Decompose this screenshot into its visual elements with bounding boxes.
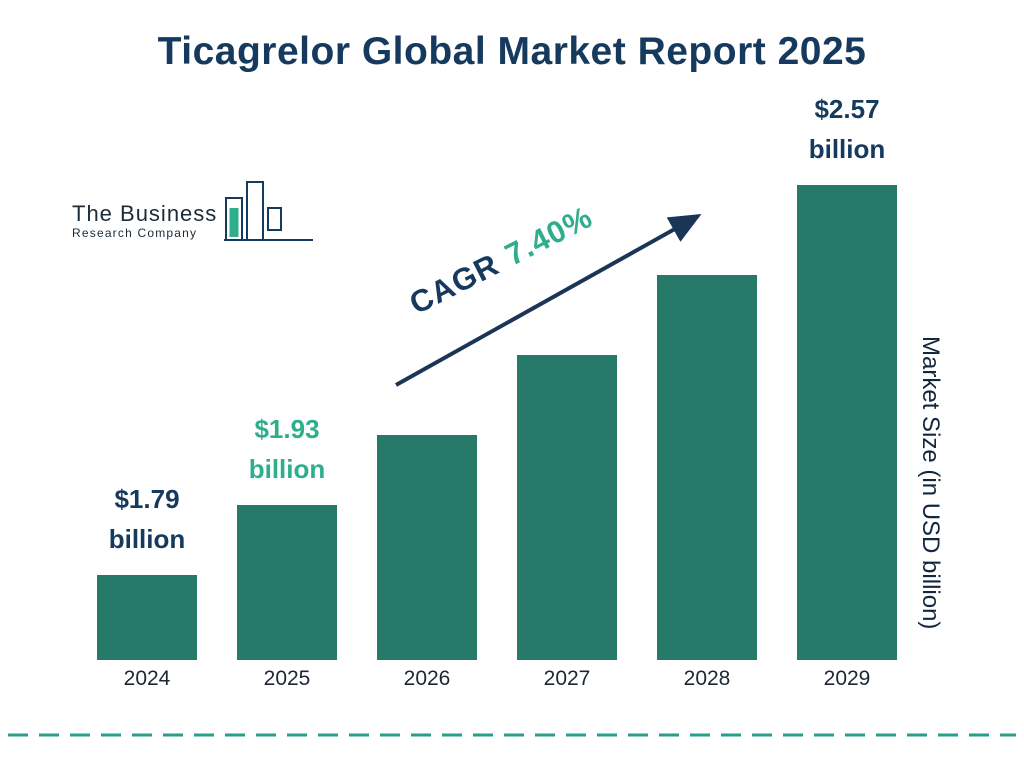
bar-column-2025: $1.93 billion <box>237 414 337 660</box>
page-title: Ticagrelor Global Market Report 2025 <box>157 30 867 73</box>
logo-text: The Business Research Company <box>72 202 217 244</box>
x-axis-label-2025: 2025 <box>263 667 311 690</box>
bar-value-label-2025: $1.93 billion <box>248 414 326 484</box>
bar-chart: $1.79 billion $1.93 billion $2.57 billion <box>97 94 897 660</box>
bar-column-2028 <box>657 275 757 660</box>
bar-2024 <box>97 575 197 660</box>
logo-subname: Research Company <box>72 226 198 240</box>
bar-value-label-2029: $2.57 billion <box>808 94 886 164</box>
bar-column-2024: $1.79 billion <box>97 484 197 660</box>
logo-name: The Business <box>72 201 218 226</box>
bar-column-2029: $2.57 billion <box>797 94 897 660</box>
bar-column-2027 <box>517 355 617 660</box>
bar-2025 <box>237 505 337 660</box>
bar-2027 <box>517 355 617 660</box>
x-axis-labels: 2024 2025 2026 2027 2028 2029 <box>97 667 897 691</box>
logo: The Business Research Company <box>72 178 315 244</box>
logo-bars-icon <box>224 181 314 241</box>
x-axis-label-2028: 2028 <box>683 667 731 690</box>
x-axis-label-2029: 2029 <box>823 667 871 690</box>
bar-column-2026 <box>377 435 477 660</box>
bar-2026 <box>377 435 477 660</box>
x-axis-label-2024: 2024 <box>123 667 171 690</box>
y-axis-label: Market Size (in USD billion) <box>917 336 944 630</box>
x-axis-label-2027: 2027 <box>543 667 591 690</box>
bar-2029 <box>797 185 897 660</box>
bar-2028 <box>657 275 757 660</box>
x-axis-label-2026: 2026 <box>403 667 451 690</box>
bar-value-label-2024: $1.79 billion <box>108 484 186 554</box>
